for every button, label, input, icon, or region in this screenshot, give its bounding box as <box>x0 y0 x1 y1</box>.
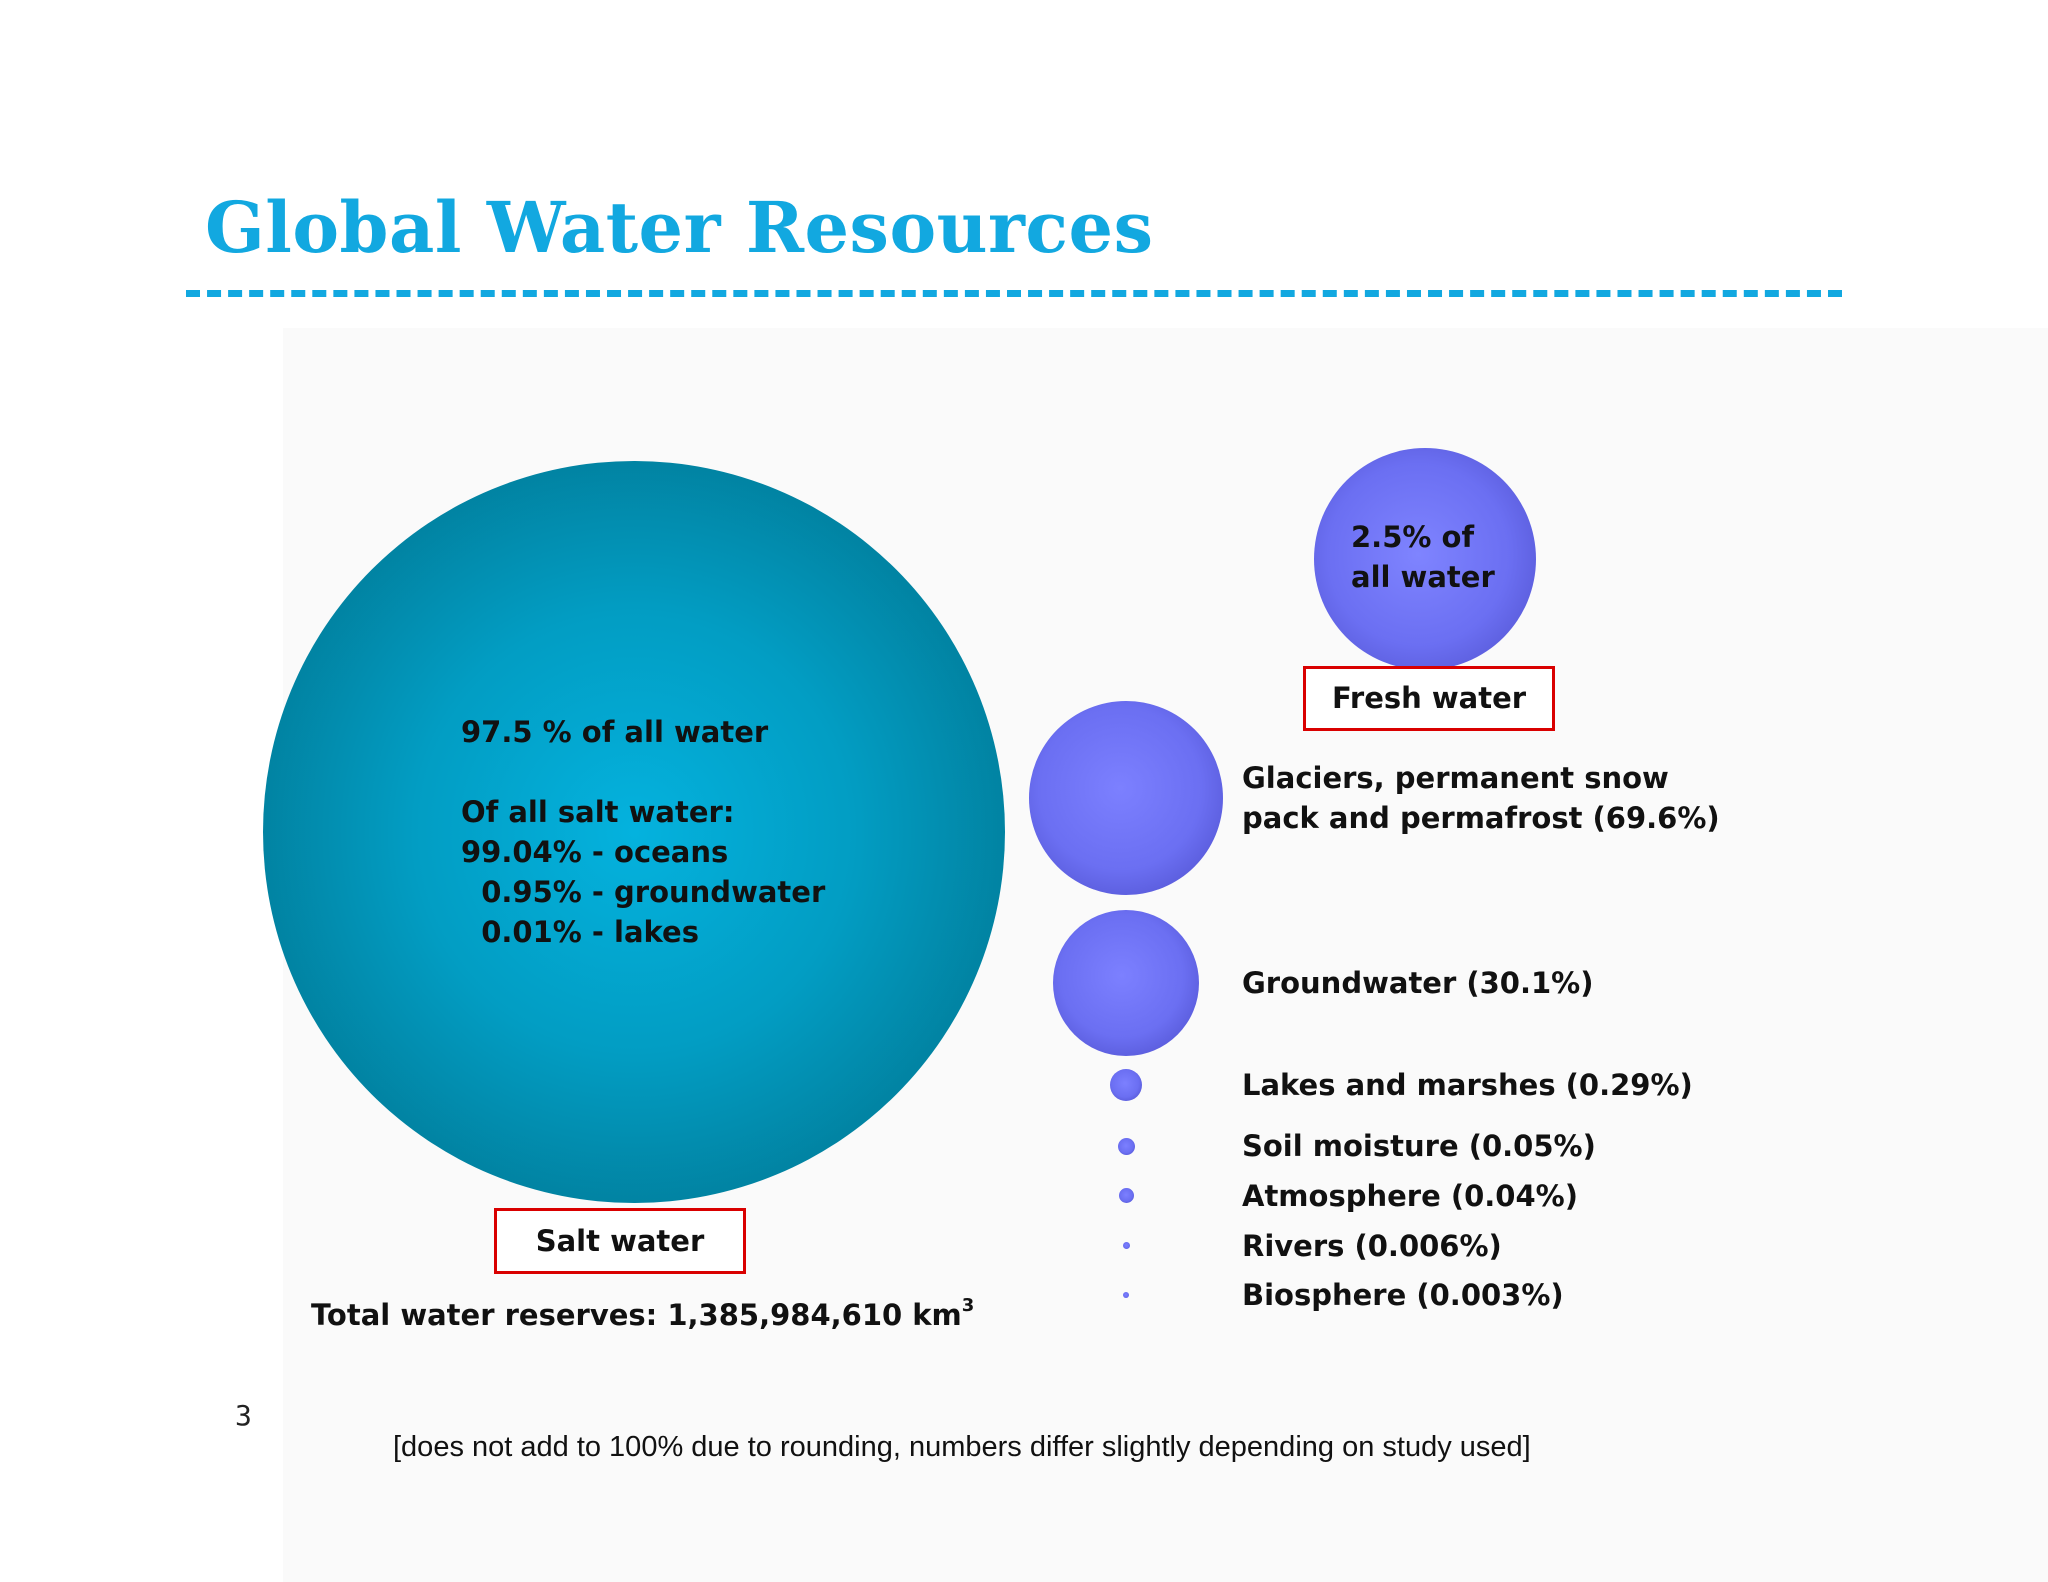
fresh-water-bubble <box>1314 448 1536 670</box>
salt-breakdown-oceans: 99.04% - oceans <box>461 835 729 869</box>
salt-water-label: Salt water <box>494 1208 746 1274</box>
glaciers-bubble <box>1029 701 1223 895</box>
glaciers-label: Glaciers, permanent snow pack and permafr… <box>1242 758 1720 838</box>
atmosphere-bubble <box>1119 1188 1134 1203</box>
total-water-reserves: Total water reserves: 1,385,984,610 km3 <box>311 1295 974 1335</box>
lakes-marshes-bubble <box>1110 1069 1142 1101</box>
fresh-share-line2: all water <box>1351 560 1495 594</box>
fresh-share-line1: 2.5% of <box>1351 520 1475 554</box>
fresh-water-share: 2.5% of all water <box>1351 517 1495 597</box>
atmosphere-label: Atmosphere (0.04%) <box>1242 1179 1578 1213</box>
slide-title: Global Water Resources <box>205 186 1154 269</box>
rivers-bubble <box>1123 1242 1130 1249</box>
salt-breakdown-lakes: 0.01% - lakes <box>461 915 699 949</box>
lakes-marshes-label: Lakes and marshes (0.29%) <box>1242 1068 1693 1102</box>
salt-breakdown-heading: Of all salt water: <box>461 795 735 829</box>
glaciers-label-line1: Glaciers, permanent snow <box>1242 761 1669 795</box>
spacer <box>461 752 825 792</box>
groundwater-label: Groundwater (30.1%) <box>1242 966 1594 1000</box>
glaciers-label-line2: pack and permafrost (69.6%) <box>1242 801 1720 835</box>
salt-breakdown-groundwater: 0.95% - groundwater <box>461 875 826 909</box>
rivers-label: Rivers (0.006%) <box>1242 1229 1502 1263</box>
salt-share-text: 97.5 % of all water <box>461 715 769 749</box>
total-reserves-unit-exponent: 3 <box>961 1295 975 1316</box>
soil-moisture-label: Soil moisture (0.05%) <box>1242 1129 1596 1163</box>
fresh-water-label: Fresh water <box>1303 666 1555 731</box>
salt-water-description: 97.5 % of all water Of all salt water: 99.… <box>461 712 825 952</box>
groundwater-bubble <box>1053 910 1199 1056</box>
biosphere-label: Biosphere (0.003%) <box>1242 1278 1564 1312</box>
salt-water-bubble <box>263 461 1005 1203</box>
total-reserves-text: Total water reserves: 1,385,984,610 km <box>311 1298 962 1332</box>
soil-moisture-bubble <box>1118 1138 1135 1155</box>
footnote: [does not add to 100% due to rounding, n… <box>393 1431 1531 1463</box>
page-number: 3 <box>235 1399 252 1432</box>
biosphere-bubble <box>1123 1292 1129 1298</box>
title-divider <box>186 290 1842 297</box>
